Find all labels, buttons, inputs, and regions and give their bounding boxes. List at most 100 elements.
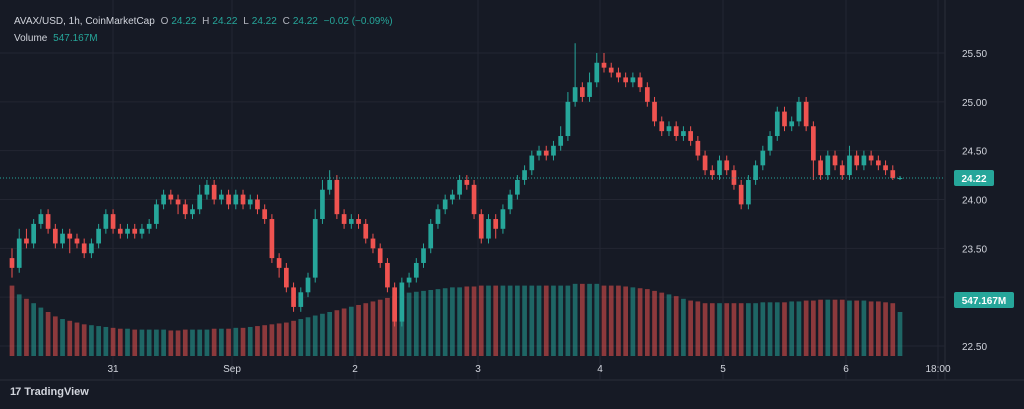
- volume-bar: [298, 319, 304, 356]
- candle-body: [702, 155, 708, 171]
- volume-bar: [247, 326, 253, 356]
- candle-body: [255, 199, 260, 210]
- close-value: 24.22: [292, 16, 318, 27]
- volume-bar: [515, 285, 520, 356]
- candle-body: [825, 155, 831, 176]
- candle-body: [175, 199, 181, 205]
- candle-body: [406, 277, 412, 283]
- candle-body: [616, 72, 621, 78]
- tradingview-logo[interactable]: 17 TradingView: [10, 386, 89, 398]
- candle-body: [435, 209, 441, 224]
- volume-bar: [616, 285, 621, 356]
- candle-body: [363, 223, 369, 239]
- volume-bar: [139, 329, 145, 356]
- symbol-title[interactable]: AVAX/USD, 1h, CoinMarketCap: [14, 16, 155, 27]
- volume-bar: [370, 301, 376, 356]
- volume-bar: [558, 285, 564, 356]
- candle-body: [457, 179, 462, 195]
- candle-body: [110, 214, 116, 229]
- candle-body: [291, 287, 296, 307]
- candle-body: [861, 155, 867, 166]
- volume-bar: [579, 283, 585, 356]
- volume-bar: [709, 303, 715, 356]
- candle-body: [38, 214, 44, 224]
- volume-bar: [348, 306, 354, 356]
- candle-body: [753, 165, 758, 180]
- volume-bar: [594, 283, 600, 356]
- volume-bar: [565, 285, 571, 356]
- candle-body: [428, 223, 434, 249]
- volume-bar: [175, 330, 181, 356]
- volume-bar: [190, 329, 195, 356]
- volume-bar: [52, 316, 58, 356]
- volume-bar: [442, 288, 448, 356]
- candle-body: [731, 170, 737, 185]
- candle-body: [226, 194, 231, 205]
- volume-bar: [406, 292, 412, 356]
- price-axis[interactable]: 25.5025.0024.5024.0023.5023.0022.5024.22…: [954, 49, 1014, 353]
- candle-body: [103, 214, 109, 229]
- volume-bar: [283, 322, 289, 356]
- volume-bar: [717, 303, 722, 356]
- volume-bar: [760, 302, 766, 356]
- price-tick-label: 25.00: [962, 98, 987, 109]
- volume-bar: [854, 300, 860, 356]
- candle-body: [312, 219, 318, 278]
- time-tick-label: 31: [107, 364, 119, 375]
- time-tick-label: 4: [597, 364, 603, 375]
- price-tick-label: 24.00: [962, 196, 987, 207]
- volume-bar: [681, 298, 686, 356]
- price-tick-label: 22.50: [962, 342, 987, 353]
- volume-bar: [182, 329, 188, 356]
- candle-body: [442, 199, 448, 210]
- candle-body: [666, 126, 672, 132]
- candle-body: [450, 194, 455, 200]
- volume-bar: [608, 285, 614, 356]
- volume-bar: [363, 303, 369, 356]
- candle-body: [803, 101, 809, 127]
- high-value: 24.22: [212, 16, 238, 27]
- volume-value: 547.167M: [53, 33, 98, 44]
- candle-body: [637, 77, 643, 88]
- low-label: L: [243, 16, 249, 27]
- candle-body: [146, 223, 152, 229]
- candle-body: [681, 131, 686, 137]
- close-label: C: [282, 16, 290, 27]
- volume-bar: [450, 287, 455, 356]
- candle-body: [161, 194, 166, 205]
- volume-bar: [789, 301, 795, 356]
- candle-body: [890, 170, 896, 179]
- candle-body: [139, 228, 145, 234]
- volume-bar: [630, 287, 636, 356]
- candle-body: [695, 140, 701, 156]
- candle-body: [197, 194, 203, 210]
- chart-legend: AVAX/USD, 1h, CoinMarketCap O 24.22 H 24.2…: [14, 13, 396, 47]
- volume-bar: [31, 303, 37, 356]
- candle-body: [536, 150, 542, 156]
- volume-bar: [305, 317, 311, 356]
- candle-body: [767, 136, 773, 151]
- candle-body: [370, 238, 376, 249]
- volume-label[interactable]: Volume: [14, 33, 48, 44]
- volume-bar: [832, 299, 838, 356]
- tradingview-logo-icon: 17: [10, 386, 21, 398]
- candle-body: [774, 111, 780, 137]
- volume-bar: [132, 329, 138, 356]
- candle-body: [464, 179, 470, 185]
- change-value: −0.02 (−0.09%): [323, 16, 393, 27]
- volume-bar: [724, 303, 730, 356]
- volume-bar: [413, 291, 419, 356]
- candle-body: [551, 145, 556, 156]
- price-tick-label: 24.50: [962, 147, 987, 158]
- candle-body: [60, 233, 65, 244]
- open-label: O: [160, 16, 169, 27]
- time-tick-label: 5: [720, 364, 726, 375]
- candle-body: [478, 214, 484, 239]
- volume-bar: [695, 301, 701, 356]
- candle-body: [81, 243, 87, 254]
- volume-bar: [211, 328, 217, 356]
- time-axis[interactable]: 31 Sep 2 3 4 5 6 18:00: [107, 364, 951, 375]
- candle-body: [760, 150, 766, 166]
- volume-bar: [9, 285, 15, 356]
